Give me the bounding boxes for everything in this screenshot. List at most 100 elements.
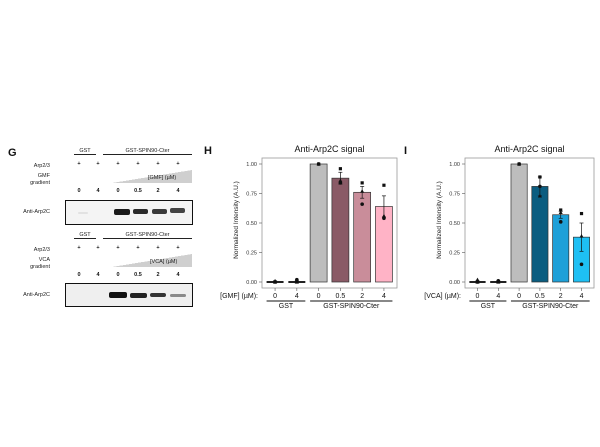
x-axis-label: [GMF] (µM):: [220, 293, 258, 300]
concentration-row-2: 0 4 0 0.5 2 4: [70, 272, 195, 280]
data-point: [558, 220, 563, 224]
lane-concentration: 0: [116, 272, 120, 278]
x-tick-label: 4: [382, 293, 386, 300]
data-point: [382, 216, 386, 221]
data-point: [579, 211, 584, 216]
band: [150, 293, 166, 297]
arp23-marks-row-2: + + + + + +: [70, 245, 195, 253]
gradient-label: [GMF] (µM): [148, 175, 177, 181]
x-tick-label: 0: [476, 293, 480, 300]
lane-concentration: +: [136, 161, 140, 167]
group-label: GST: [279, 303, 294, 310]
y-tick-label: 0.75: [449, 192, 460, 198]
y-tick-label: 0.50: [449, 221, 460, 227]
lane-concentration: +: [77, 245, 81, 251]
y-tick-label: 0.50: [246, 221, 257, 227]
x-tick-label: 0.5: [535, 293, 545, 300]
bar-chart-gmf: Anti-Arp2C signal0.000.250.500.751.00Nor…: [220, 144, 398, 310]
row-label-gradient: GMF gradient: [14, 173, 50, 187]
lane-concentration: +: [156, 245, 160, 251]
band: [114, 209, 130, 215]
data-point: [579, 233, 584, 238]
band: [130, 293, 147, 298]
data-point: [538, 175, 542, 179]
data-point: [273, 280, 277, 284]
western-blot-gmf: [65, 200, 193, 225]
y-tick-label: 0.25: [449, 251, 460, 257]
panel-letter-g: G: [8, 147, 17, 159]
gradient-wedge: [112, 170, 192, 183]
bar: [531, 186, 549, 283]
antibody-label: Anti-Arp2C: [23, 209, 50, 215]
lane-concentration: +: [116, 161, 120, 167]
lane-concentration: +: [77, 161, 81, 167]
row-label-arp23-2: Arp2/3: [33, 247, 50, 253]
band: [170, 294, 186, 297]
x-tick-label: 4: [295, 293, 299, 300]
data-point: [559, 208, 563, 212]
plot-area: [261, 157, 398, 289]
data-point: [360, 189, 365, 193]
lane-concentration: 4: [176, 272, 180, 278]
band: [109, 292, 127, 298]
bar: [309, 163, 328, 283]
data-point: [381, 213, 386, 218]
gradient-label-2: [VCA] (µM): [150, 259, 178, 265]
gradient-word: gradient: [30, 264, 50, 270]
bar: [510, 163, 528, 283]
gradient-name: GMF: [37, 173, 50, 179]
x-axis-label: [VCA] (µM):: [424, 293, 461, 300]
lane-concentration: +: [176, 161, 180, 167]
plot-area: [464, 157, 595, 289]
chart-title: Anti-Arp2C signal: [294, 144, 364, 154]
group-label: GST-SPIN90-Cter: [522, 303, 579, 310]
gradient-wedge-2: [112, 254, 192, 267]
lane-concentration: 2: [156, 272, 160, 278]
data-point: [360, 181, 364, 185]
group-label: GST-SPIN90-Cter: [323, 303, 380, 310]
lane-concentration: +: [176, 245, 180, 251]
y-tick-label: 1.00: [246, 162, 257, 168]
lane-concentration: 0: [77, 272, 81, 278]
concentration-row: 0 4 0 0.5 2 4: [70, 188, 195, 196]
data-point: [316, 162, 321, 166]
bar-chart-vca: Anti-Arp2C signal0.000.250.500.751.00Nor…: [424, 144, 595, 310]
data-point: [338, 178, 343, 183]
lane-concentration: 0: [116, 188, 120, 194]
data-point: [537, 193, 542, 198]
group-label-spin90-2: GST-SPIN90-Cter: [103, 232, 192, 239]
group-label-gst: GST: [74, 148, 96, 155]
data-point: [579, 262, 584, 267]
y-tick-label: 0.00: [449, 280, 460, 286]
y-tick-label: 0.25: [246, 251, 257, 257]
lane-concentration: +: [96, 161, 100, 167]
y-axis-label: Normalized Intensity (A.U.): [233, 181, 240, 259]
lane-concentration: 4: [176, 188, 180, 194]
x-tick-label: 0: [317, 293, 321, 300]
lane-concentration: +: [156, 161, 160, 167]
band: [170, 208, 185, 213]
bar: [552, 214, 570, 283]
data-point: [475, 280, 480, 284]
data-point: [558, 210, 563, 214]
x-tick-label: 2: [360, 293, 364, 300]
y-tick-label: 0.75: [246, 192, 257, 198]
data-point: [496, 279, 501, 283]
lane-concentration: 0: [77, 188, 81, 194]
bar: [331, 177, 350, 283]
gradient-word: gradient: [30, 180, 50, 186]
data-point: [338, 181, 343, 185]
y-tick-label: 0.00: [246, 280, 257, 286]
x-tick-label: 4: [580, 293, 584, 300]
data-point: [475, 277, 480, 282]
x-tick-label: 0: [273, 293, 277, 300]
lane-concentration: 4: [96, 188, 100, 194]
arp23-marks-row: + + + + + +: [70, 161, 195, 169]
x-tick-label: 4: [496, 293, 500, 300]
group-label-gst-2: GST: [74, 232, 96, 239]
data-point: [338, 167, 342, 171]
panel-letter-h: H: [204, 145, 212, 157]
x-tick-label: 0.5: [336, 293, 346, 300]
data-point: [517, 162, 521, 166]
lane-concentration: +: [96, 245, 100, 251]
